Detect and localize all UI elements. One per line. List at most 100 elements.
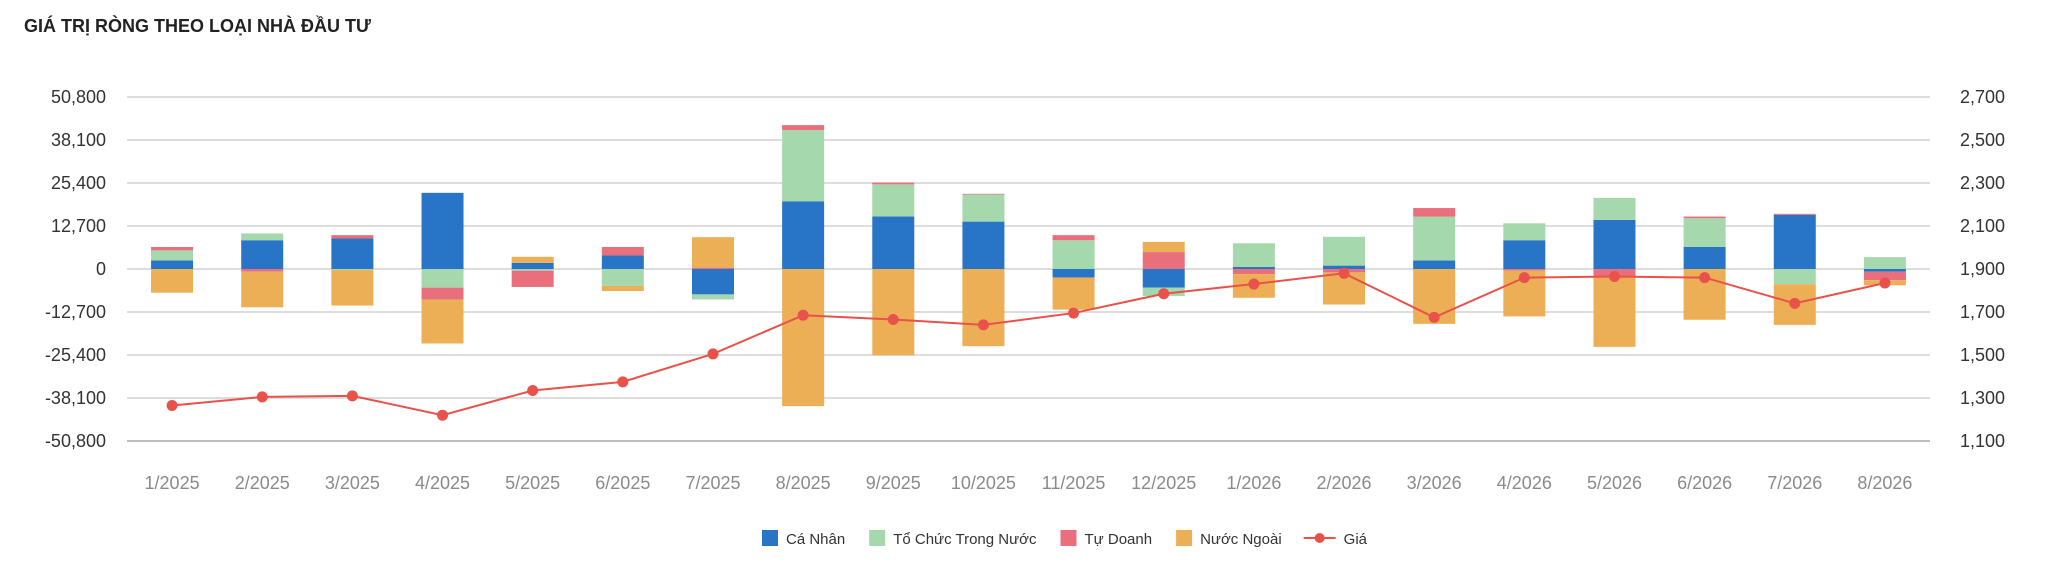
bar <box>872 184 915 217</box>
bar <box>1773 269 1816 285</box>
x-tick-label: 2/2025 <box>235 473 290 493</box>
bar <box>331 238 374 269</box>
bar <box>962 269 1005 347</box>
bar <box>421 287 464 300</box>
price-line <box>171 272 1886 417</box>
legend-swatch <box>762 530 778 546</box>
bar <box>511 270 554 287</box>
bar <box>601 269 644 286</box>
legend-label: Cá Nhân <box>786 531 845 548</box>
bar <box>511 256 554 263</box>
price-point <box>1428 311 1440 323</box>
bar <box>601 255 644 269</box>
bar <box>1052 277 1095 310</box>
y-right-tick-label: 1,500 <box>1960 345 2005 365</box>
price-point <box>797 309 809 321</box>
legend-label: Tự Doanh <box>1085 531 1153 548</box>
bar <box>151 250 194 261</box>
chart-title: GIÁ TRỊ RÒNG THEO LOẠI NHÀ ĐẦU TƯ <box>24 16 371 36</box>
price-point <box>527 384 539 396</box>
y-left-tick-label: 25,400 <box>51 173 106 193</box>
bar <box>962 221 1005 269</box>
legend-swatch <box>1060 530 1077 546</box>
x-tick-label: 6/2025 <box>595 473 650 493</box>
bar <box>511 269 554 271</box>
bar <box>1142 269 1185 288</box>
bar <box>1052 269 1095 278</box>
bar <box>962 194 1005 222</box>
x-tick-label: 5/2026 <box>1587 473 1642 493</box>
y-left-tick-label: 50,800 <box>51 87 106 107</box>
legend-label: Tổ Chức Trong Nước <box>893 531 1037 548</box>
x-tick-label: 8/2026 <box>1857 473 1912 493</box>
x-tick-label: 3/2025 <box>325 473 380 493</box>
bar <box>1593 277 1636 347</box>
legend-label: Giá <box>1344 531 1368 548</box>
bar <box>1232 269 1275 275</box>
y-right-tick-label: 2,500 <box>1960 130 2005 150</box>
bar <box>1503 240 1546 269</box>
x-tick-label: 7/2025 <box>685 473 740 493</box>
y-left-tick-label: -38,100 <box>45 388 106 408</box>
x-tick-label: 3/2026 <box>1407 473 1462 493</box>
y-left-tick-label: -25,400 <box>45 345 106 365</box>
legend-swatch <box>1176 530 1193 546</box>
x-tick-label: 1/2026 <box>1226 473 1281 493</box>
bar <box>241 240 284 269</box>
bar <box>872 182 915 185</box>
y-right-tick-label: 1,700 <box>1960 302 2005 322</box>
price-point <box>1789 297 1801 309</box>
x-tick-label: 2/2026 <box>1316 473 1371 493</box>
legend-swatch <box>869 530 886 546</box>
legend-point-marker <box>1314 533 1325 543</box>
bar <box>241 271 284 308</box>
y-left-tick-label: -50,800 <box>45 431 106 451</box>
bar <box>151 260 194 269</box>
bar <box>421 299 464 344</box>
bar <box>1413 216 1456 261</box>
bar <box>241 269 284 272</box>
bar <box>601 246 644 256</box>
price-point <box>1338 267 1350 279</box>
y-left-tick-label: -12,700 <box>45 302 106 322</box>
bar <box>1503 269 1546 271</box>
x-tick-label: 4/2025 <box>415 473 470 493</box>
bar <box>511 262 554 269</box>
price-point <box>166 400 178 412</box>
bar <box>1593 197 1636 220</box>
price-point <box>887 314 899 326</box>
bar <box>331 269 374 271</box>
bar <box>601 285 644 292</box>
bar <box>1863 257 1906 269</box>
bar <box>1503 223 1546 241</box>
bar <box>421 269 464 288</box>
bar <box>691 237 734 268</box>
bar <box>1052 240 1095 269</box>
bar <box>691 269 734 295</box>
price-point <box>1518 272 1530 284</box>
y-left-tick-label: 38,100 <box>51 130 106 150</box>
bar <box>962 193 1005 195</box>
x-tick-label: 8/2025 <box>776 473 831 493</box>
bar <box>1232 266 1275 269</box>
x-tick-label: 10/2025 <box>951 473 1016 493</box>
bar <box>1773 214 1816 269</box>
bar <box>782 125 825 131</box>
bar <box>331 235 374 239</box>
price-point <box>1158 288 1170 300</box>
bar <box>1593 219 1636 269</box>
legend-label: Nước Ngoài <box>1200 531 1282 548</box>
bar <box>1863 271 1906 281</box>
x-tick-label: 7/2026 <box>1767 473 1822 493</box>
bar <box>1683 246 1726 269</box>
bar <box>1683 216 1726 219</box>
price-point <box>1068 307 1080 319</box>
x-tick-label: 5/2025 <box>505 473 560 493</box>
bar <box>421 192 464 269</box>
y-right-tick-label: 2,100 <box>1960 216 2005 236</box>
x-tick-label: 1/2025 <box>145 473 200 493</box>
bar <box>1142 252 1185 269</box>
y-left-tick-label: 12,700 <box>51 216 106 236</box>
y-right-tick-label: 2,300 <box>1960 173 2005 193</box>
